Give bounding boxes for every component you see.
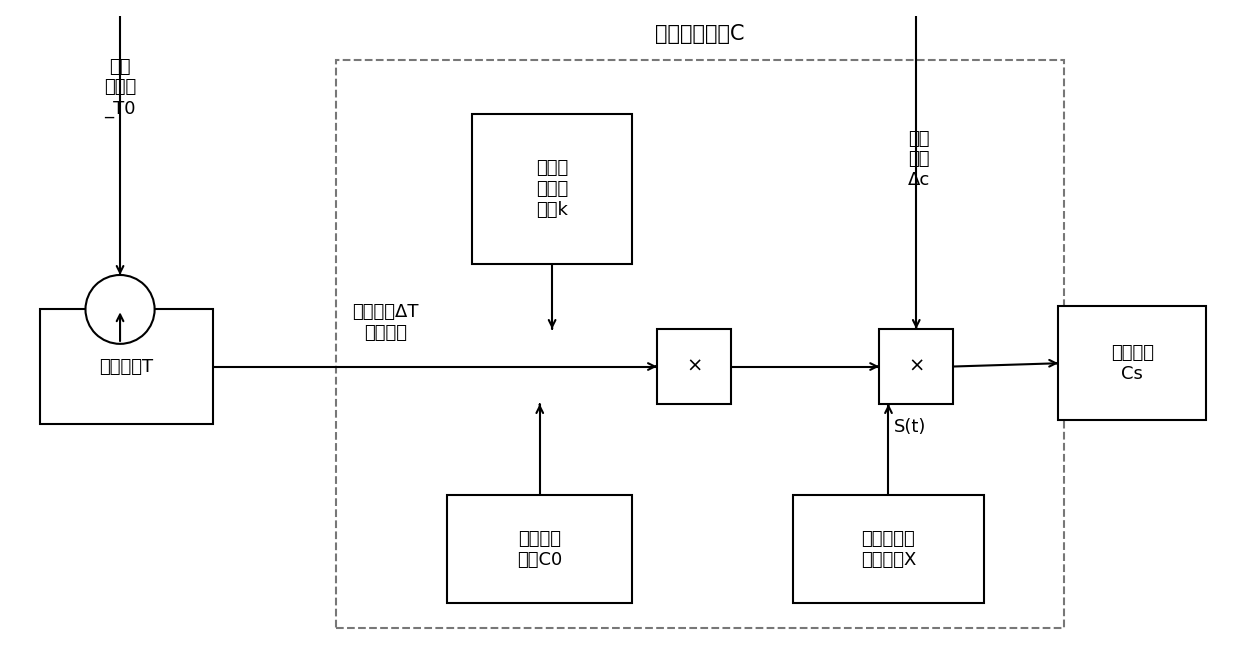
Bar [879, 329, 954, 404]
Text: 温度差值ΔT
向上取整: 温度差值ΔT 向上取整 [352, 303, 419, 342]
Bar [336, 60, 1064, 628]
Text: ×: × [686, 357, 702, 376]
Bar [792, 495, 985, 603]
Bar [1058, 306, 1207, 420]
Text: 当前温度T: 当前温度T [99, 357, 154, 376]
Text: 加热时间
Cs: 加热时间 Cs [1111, 344, 1153, 383]
Bar [40, 309, 212, 424]
Text: 初始控温
周期C0: 初始控温 周期C0 [517, 530, 563, 569]
Text: 可分辨加热
时间个数X: 可分辨加热 时间个数X [861, 530, 916, 569]
Ellipse shape [86, 275, 155, 344]
Text: 控温周
期调整
比例k: 控温周 期调整 比例k [536, 159, 568, 218]
Text: 预置
温度值
_T0: 预置 温度值 _T0 [104, 58, 136, 118]
Bar [657, 329, 732, 404]
Bar [448, 495, 632, 603]
Bar [472, 114, 632, 264]
Text: 加热
步长
Δc: 加热 步长 Δc [908, 130, 930, 189]
Text: S(t): S(t) [894, 418, 926, 436]
Text: 实际控温周期C: 实际控温周期C [656, 24, 745, 44]
Text: ×: × [908, 357, 925, 376]
